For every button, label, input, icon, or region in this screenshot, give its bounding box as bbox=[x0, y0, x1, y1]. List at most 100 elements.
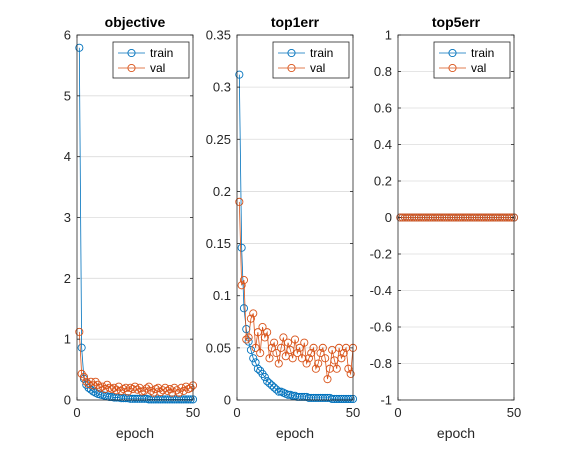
data-point-val bbox=[346, 369, 355, 378]
y-tick-label: 0.8 bbox=[374, 64, 392, 79]
data-point-val bbox=[300, 338, 309, 347]
data-point-val bbox=[279, 333, 288, 342]
legend-label-val: val bbox=[150, 61, 165, 75]
series-val bbox=[235, 197, 358, 384]
x-tick-label: 50 bbox=[186, 405, 200, 420]
data-point-val bbox=[239, 276, 249, 285]
y-tick-label: 0.3 bbox=[213, 80, 231, 95]
series-val bbox=[396, 213, 519, 222]
y-tick-label: 0 bbox=[64, 393, 71, 408]
data-point-val bbox=[84, 380, 93, 389]
data-point-val bbox=[175, 388, 184, 397]
x-tick-label: 50 bbox=[346, 405, 360, 420]
data-point-val bbox=[260, 333, 269, 342]
x-tick-label: 50 bbox=[507, 405, 521, 420]
data-point-val bbox=[242, 335, 251, 344]
legend-label-train: train bbox=[310, 46, 333, 60]
y-tick-label: 0.35 bbox=[206, 28, 231, 43]
data-point-val bbox=[344, 364, 353, 373]
data-point-val bbox=[316, 349, 325, 358]
data-point-val bbox=[251, 343, 260, 352]
data-point-val bbox=[307, 349, 316, 358]
axes-box bbox=[236, 34, 354, 401]
x-axis-label: epoch bbox=[276, 425, 314, 441]
data-point-val bbox=[107, 384, 116, 394]
data-point-val bbox=[283, 338, 293, 347]
y-tick-label: 0.2 bbox=[374, 174, 392, 189]
y-tick-label: 2 bbox=[64, 271, 71, 286]
y-tick-label: 0.05 bbox=[206, 340, 231, 355]
data-point-val bbox=[263, 328, 272, 337]
data-point-train bbox=[260, 373, 269, 382]
data-point-train bbox=[186, 395, 195, 404]
data-point-val bbox=[288, 354, 297, 363]
data-point-val bbox=[82, 377, 91, 386]
data-point-val bbox=[286, 345, 295, 354]
data-point-val bbox=[267, 343, 276, 352]
data-point-val bbox=[274, 359, 283, 368]
data-point-val bbox=[110, 383, 119, 392]
data-point-train bbox=[346, 394, 355, 404]
data-point-val bbox=[339, 349, 348, 358]
data-point-val bbox=[321, 354, 330, 363]
x-axis-label: epoch bbox=[116, 425, 154, 441]
y-tick-label: 0.1 bbox=[213, 288, 231, 303]
legend-box bbox=[433, 41, 511, 79]
y-tick-label: -0.4 bbox=[370, 283, 392, 298]
x-tick-label: 0 bbox=[233, 405, 240, 420]
data-point-train bbox=[270, 383, 279, 392]
data-point-train bbox=[253, 364, 262, 373]
y-tick-label: -1 bbox=[380, 393, 392, 408]
y-tick-label: 4 bbox=[64, 149, 71, 164]
x-tick-label: 0 bbox=[73, 405, 80, 420]
data-point-train bbox=[272, 385, 281, 394]
data-point-val bbox=[179, 386, 188, 395]
series-train bbox=[235, 70, 358, 404]
data-point-train bbox=[249, 354, 258, 363]
legend-marker-val bbox=[448, 63, 457, 73]
legend-marker-train bbox=[127, 48, 136, 58]
data-point-train bbox=[265, 379, 274, 388]
legend-label-val: val bbox=[471, 61, 486, 75]
data-point-val bbox=[277, 343, 286, 352]
data-point-val bbox=[249, 309, 258, 318]
y-tick-label: 0 bbox=[224, 393, 231, 408]
data-point-val bbox=[235, 197, 244, 206]
data-point-val bbox=[304, 354, 313, 363]
data-point-train bbox=[86, 385, 95, 394]
y-tick-label: 5 bbox=[64, 88, 71, 103]
data-point-val bbox=[293, 349, 302, 358]
y-tick-label: 0.25 bbox=[206, 132, 231, 147]
legend-marker-train bbox=[287, 48, 296, 58]
legend-box bbox=[112, 41, 190, 79]
y-tick-label: 0.2 bbox=[213, 184, 231, 199]
legend-label-train: train bbox=[150, 46, 173, 60]
data-point-val bbox=[246, 314, 255, 323]
data-point-train bbox=[235, 70, 244, 79]
data-point-val bbox=[270, 338, 279, 347]
y-tick-label: 0 bbox=[385, 210, 392, 225]
y-tick-label: 0.6 bbox=[374, 101, 392, 116]
legend-marker-train bbox=[448, 48, 457, 58]
x-axis-label: epoch bbox=[437, 425, 475, 441]
chart-title: top1err bbox=[271, 14, 320, 30]
y-tick-label: -0.6 bbox=[370, 320, 392, 335]
data-point-val bbox=[142, 384, 151, 393]
data-point-val bbox=[265, 354, 274, 363]
data-point-train bbox=[75, 43, 84, 52]
data-point-train bbox=[246, 345, 255, 354]
data-point-train bbox=[244, 337, 253, 346]
data-point-val bbox=[314, 359, 323, 368]
legend-marker-val bbox=[287, 63, 296, 73]
data-point-val bbox=[507, 213, 516, 222]
data-point-train bbox=[91, 388, 100, 397]
y-tick-label: 0.15 bbox=[206, 236, 231, 251]
data-point-val bbox=[244, 333, 253, 342]
chart-title: top5err bbox=[432, 14, 481, 30]
data-point-val bbox=[295, 343, 304, 352]
legend-label-train: train bbox=[471, 46, 494, 60]
data-point-val bbox=[237, 281, 246, 290]
data-point-train bbox=[77, 343, 86, 352]
